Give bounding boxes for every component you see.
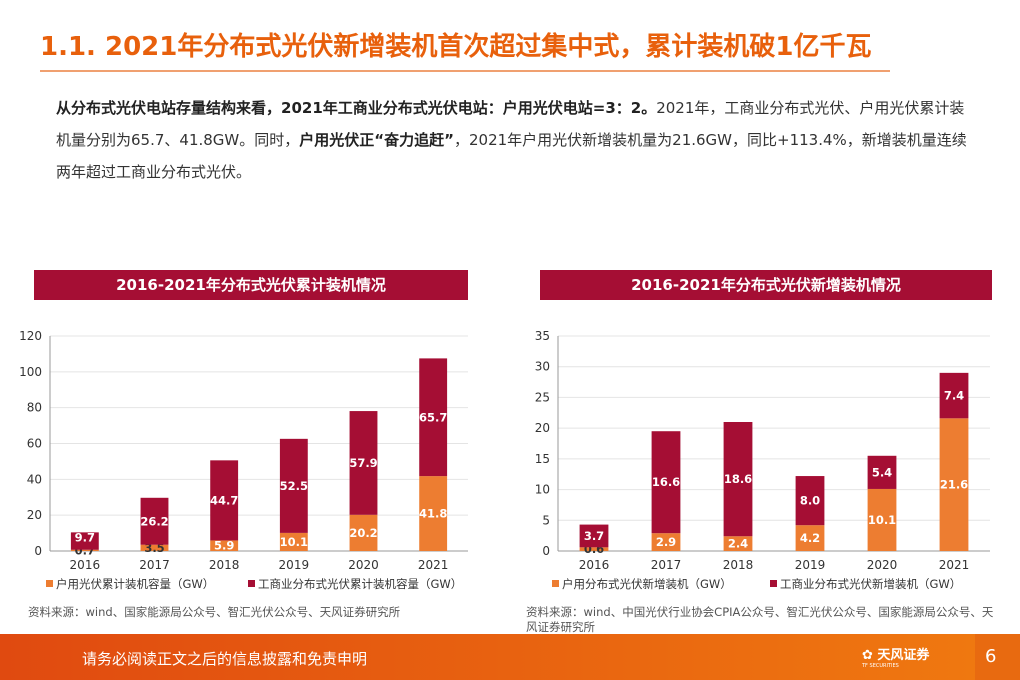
bar-segment [579, 547, 609, 551]
x-tick-label: 2021 [939, 558, 970, 572]
data-label: 5.4 [872, 465, 892, 479]
x-tick-label: 2018 [209, 558, 240, 572]
bar-segment [795, 525, 825, 551]
x-tick-label: 2018 [723, 558, 754, 572]
x-tick-label: 2020 [867, 558, 898, 572]
data-label: 3.7 [584, 529, 604, 543]
source-note-right: 资料来源：wind、中国光伏行业协会CPIA公众号、智汇光伏公众号、国家能源局公… [526, 605, 994, 634]
bar-segment [140, 497, 169, 545]
legend-swatch [248, 580, 255, 587]
logo-text: 天风证券 [877, 648, 930, 663]
y-tick-label: 80 [27, 401, 42, 415]
source-note-left: 资料来源：wind、国家能源局公众号、智汇光伏公众号、天风证券研究所 [28, 605, 401, 619]
bar-segment [723, 536, 753, 551]
page-title: 1.1. 2021年分布式光伏新增装机首次超过集中式，累计装机破1亿千瓦 [40, 32, 872, 62]
bar-segment [939, 418, 969, 551]
chart-title-new: 2016-2021年分布式光伏新增装机情况 [540, 270, 992, 300]
data-label: 8.0 [800, 494, 820, 508]
bar-segment [651, 431, 681, 534]
data-label: 18.6 [724, 472, 752, 486]
legend-label: 工商业分布式光伏累计装机容量（GW） [258, 577, 462, 591]
data-label: 10.1 [868, 513, 896, 527]
page-number: 6 [985, 646, 997, 667]
data-label: 2.9 [656, 535, 676, 549]
legend-label: 工商业分布式光伏新增装机（GW） [780, 577, 961, 591]
x-tick-label: 2016 [579, 558, 610, 572]
y-tick-label: 15 [535, 452, 550, 466]
para-text-4: ，2021年户用光伏新增装机量为21.6GW，同比+113.4%，新增装机量连续… [56, 131, 967, 181]
summary-paragraph: 从分布式光伏电站存量结构来看，2021年工商业分布式光伏电站：户用光伏电站=3：… [56, 92, 976, 188]
logo-subtext: TF SECURITIES [862, 663, 899, 669]
data-label: 52.5 [280, 479, 308, 493]
x-tick-label: 2019 [279, 558, 310, 572]
bar-segment [723, 422, 753, 537]
page-number-box [975, 634, 1020, 680]
para-bold-3: 户用光伏正“奋力追赶” [299, 131, 454, 149]
x-tick-label: 2017 [651, 558, 682, 572]
bar-segment [140, 544, 169, 551]
legend-swatch [552, 580, 559, 587]
bar-segment [867, 488, 897, 551]
data-label: 16.6 [652, 475, 680, 489]
y-tick-label: 60 [27, 437, 42, 451]
x-tick-label: 2020 [348, 558, 379, 572]
data-label: 10.1 [280, 535, 308, 549]
footer-bar: 请务必阅读正文之后的信息披露和免责申明 ✿ 天风证券 TF SECURITIES … [0, 634, 1020, 680]
bar-segment [939, 372, 969, 419]
y-tick-label: 120 [19, 329, 42, 343]
x-tick-label: 2019 [795, 558, 826, 572]
bar-segment [70, 549, 99, 551]
title-divider [40, 70, 890, 72]
data-label: 21.6 [940, 478, 968, 492]
data-label: 2.4 [728, 537, 748, 551]
data-label: 26.2 [140, 514, 168, 528]
legend-label: 户用分布式光伏新增装机（GW） [562, 577, 732, 591]
y-tick-label: 5 [542, 513, 550, 527]
legend-label: 户用光伏累计装机容量（GW） [56, 577, 214, 591]
bar-segment [349, 411, 378, 515]
bar-segment [210, 460, 239, 541]
charts-svg: 02040608010012020160.79.720173.526.22018… [19, 329, 990, 591]
data-label: 5.9 [214, 539, 234, 553]
y-tick-label: 0 [34, 544, 42, 558]
bar-segment [419, 476, 448, 551]
bar-segment [651, 533, 681, 551]
chart-title-cumulative: 2016-2021年分布式光伏累计装机情况 [34, 270, 468, 300]
bar-segment [349, 514, 378, 551]
y-tick-label: 100 [19, 365, 42, 379]
bar-segment [419, 358, 448, 477]
x-tick-label: 2017 [139, 558, 170, 572]
bar-segment [70, 532, 99, 550]
data-label: 9.7 [75, 530, 95, 544]
bar-segment [210, 540, 239, 551]
legend-swatch [46, 580, 53, 587]
data-label: 65.7 [419, 410, 447, 424]
data-label: 20.2 [349, 526, 377, 540]
data-label: 57.9 [349, 456, 377, 470]
bar-segment [279, 532, 308, 551]
x-tick-label: 2016 [70, 558, 101, 572]
y-tick-label: 0 [542, 544, 550, 558]
bar-segment [867, 455, 897, 489]
company-logo: ✿ 天风证券 TF SECURITIES [862, 648, 930, 669]
legend-swatch [770, 580, 777, 587]
x-tick-label: 2021 [418, 558, 449, 572]
y-tick-label: 30 [535, 360, 550, 374]
y-tick-label: 20 [535, 421, 550, 435]
para-bold-1: 从分布式光伏电站存量结构来看，2021年工商业分布式光伏电站：户用光伏电站=3：… [56, 99, 657, 117]
y-tick-label: 20 [27, 508, 42, 522]
disclaimer-link[interactable]: 请务必阅读正文之后的信息披露和免责申明 [82, 650, 368, 668]
y-tick-label: 25 [535, 390, 550, 404]
bar-segment [279, 438, 308, 533]
y-tick-label: 40 [27, 472, 42, 486]
para-text-2: 2021年，工商业分布式光伏、户用光伏累计装机量分别为65.7、41.8GW。同… [56, 99, 965, 149]
data-label: 44.7 [210, 493, 238, 507]
bar-segment [579, 524, 609, 548]
y-tick-label: 10 [535, 483, 550, 497]
data-label: 7.4 [944, 389, 964, 403]
data-label: 41.8 [419, 507, 447, 521]
y-tick-label: 35 [535, 329, 550, 343]
data-label: 4.2 [800, 531, 820, 545]
bar-segment [795, 476, 825, 526]
